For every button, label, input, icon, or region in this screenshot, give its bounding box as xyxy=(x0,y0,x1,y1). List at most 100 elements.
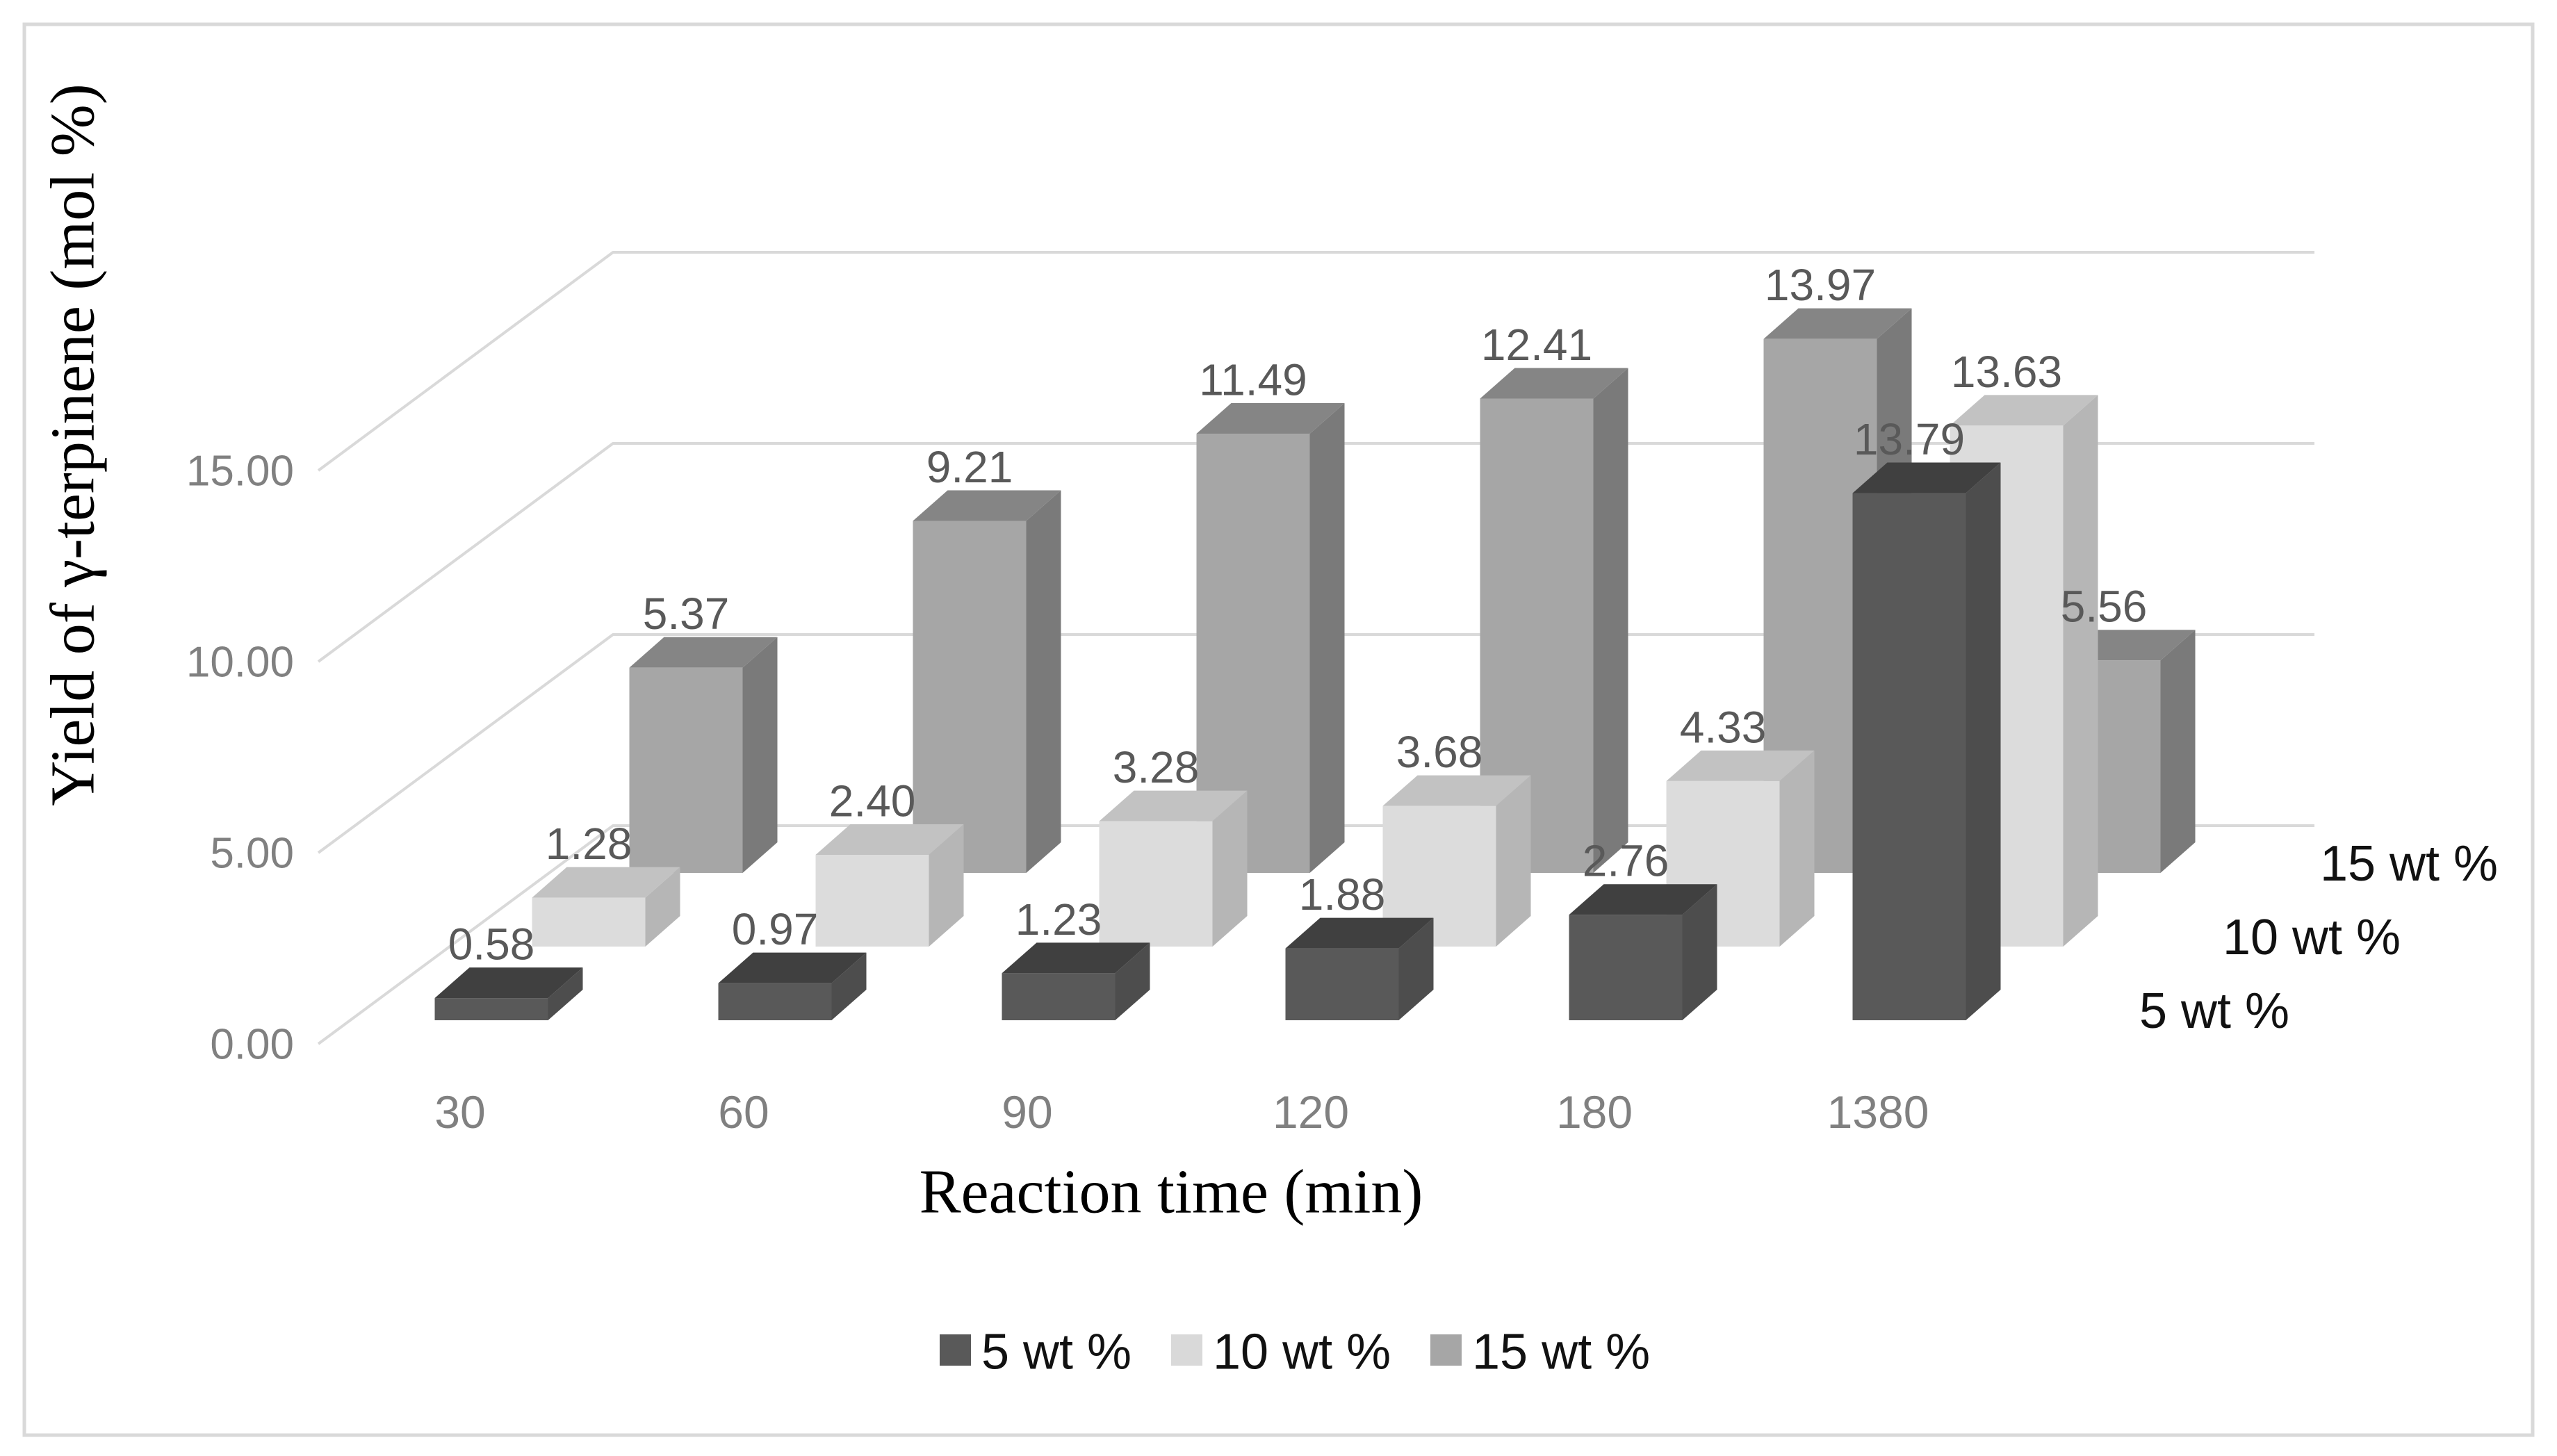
bar xyxy=(1285,917,1434,1020)
data-label: 1.28 xyxy=(546,819,632,869)
gridline xyxy=(317,251,2314,472)
bar xyxy=(815,824,964,947)
y-axis-title: Yield of γ-terpinene (mol %) xyxy=(39,83,108,805)
bar xyxy=(1002,942,1150,1020)
data-label: 12.41 xyxy=(1481,320,1592,370)
y-tick-label: 5.00 xyxy=(210,830,294,878)
bar-side-face xyxy=(645,867,680,947)
x-category-label: 180 xyxy=(1556,1086,1633,1138)
bar-top-face xyxy=(434,967,583,999)
depth-axis-label: 15 wt % xyxy=(2320,836,2498,892)
bar-side-face xyxy=(548,967,583,1020)
bar-front-face xyxy=(1002,973,1116,1020)
bar-top-face xyxy=(1099,790,1248,821)
bar xyxy=(1852,462,2001,1020)
bar-side-face xyxy=(2063,395,2098,947)
bar-top-face xyxy=(1002,942,1150,974)
bar-side-face xyxy=(1496,775,1531,947)
data-label: 13.63 xyxy=(1951,347,2062,397)
bar-front-face xyxy=(913,521,1027,873)
bar-side-face xyxy=(742,637,778,873)
legend-label: 5 wt % xyxy=(981,1325,1132,1380)
depth-axis-label: 10 wt % xyxy=(2223,910,2401,965)
bar-side-face xyxy=(831,952,867,1020)
data-label: 0.58 xyxy=(448,919,535,970)
legend-label: 10 wt % xyxy=(1213,1325,1391,1380)
gridline xyxy=(317,633,2314,854)
data-label: 5.37 xyxy=(643,589,730,639)
bar-top-face xyxy=(718,952,867,983)
bar-front-face xyxy=(1852,493,1966,1020)
data-label: 2.76 xyxy=(1583,836,1669,886)
data-label: 2.40 xyxy=(829,776,916,826)
y-tick-label: 0.00 xyxy=(210,1021,294,1069)
bar-side-face xyxy=(1115,942,1150,1020)
bar xyxy=(1099,790,1248,947)
bars-layer xyxy=(434,308,2196,1020)
bar-top-face xyxy=(1569,884,1717,915)
x-category-label: 60 xyxy=(718,1086,769,1138)
bar-top-face xyxy=(913,490,1061,521)
data-labels-layer: 5.37 9.21 11.49 12.41 13.97 5.56 1.28 2.40 3.28 3… xyxy=(448,260,2148,969)
bar-top-face xyxy=(629,637,778,668)
bar xyxy=(1569,884,1717,1020)
x-category-label: 120 xyxy=(1273,1086,1349,1138)
legend-item: 5 wt % xyxy=(940,1325,1132,1380)
legend-label: 15 wt % xyxy=(1472,1325,1650,1380)
legend-item: 10 wt % xyxy=(1171,1325,1391,1380)
x-axis-title: Reaction time (min) xyxy=(920,1158,1423,1227)
bar-top-face xyxy=(1196,403,1345,434)
data-label: 5.56 xyxy=(2061,582,2148,632)
bar-side-face xyxy=(2160,630,2196,873)
data-label: 13.97 xyxy=(1765,260,1876,310)
legend-item: 15 wt % xyxy=(1430,1325,1650,1380)
bar-front-face xyxy=(1569,915,1683,1020)
bar-top-face xyxy=(532,867,680,898)
bar-front-face xyxy=(434,998,548,1020)
bar-side-face xyxy=(1398,917,1434,1020)
x-category-label: 30 xyxy=(434,1086,485,1138)
bar-side-face xyxy=(1593,368,1628,873)
bar xyxy=(913,490,1061,873)
bar-front-face xyxy=(629,667,743,873)
bar-top-face xyxy=(1666,750,1815,781)
y-tick-label: 10.00 xyxy=(186,639,294,687)
data-label: 1.23 xyxy=(1015,894,1102,944)
bar-side-face xyxy=(1779,750,1815,947)
figure-border xyxy=(22,22,2535,1437)
data-label: 1.88 xyxy=(1299,869,1386,919)
x-category-label: 90 xyxy=(1002,1086,1052,1138)
bar-side-face xyxy=(1026,490,1061,873)
bar xyxy=(629,637,778,873)
legend-swatch xyxy=(1430,1334,1462,1366)
bar-side-face xyxy=(929,824,964,947)
data-label: 13.79 xyxy=(1854,414,1965,464)
bar-top-face xyxy=(1480,368,1628,399)
legend-swatch xyxy=(940,1334,971,1366)
data-label: 3.28 xyxy=(1113,742,1200,792)
data-label: 9.21 xyxy=(926,442,1013,492)
bar xyxy=(1382,775,1531,947)
bar-front-face xyxy=(532,897,646,947)
bar xyxy=(434,967,583,1020)
legend-swatch xyxy=(1171,1334,1202,1366)
bar-top-face xyxy=(1852,462,2001,493)
bar-top-face xyxy=(815,824,964,855)
data-label: 0.97 xyxy=(732,904,819,954)
bar-top-face xyxy=(1763,308,1912,339)
y-tick-label: 15.00 xyxy=(186,448,294,496)
bar-top-face xyxy=(1382,775,1531,806)
bar-front-face xyxy=(718,983,832,1020)
bar-side-face xyxy=(1682,884,1717,1020)
bar-front-face xyxy=(1099,821,1213,947)
legend: 5 wt % 10 wt % 15 wt % xyxy=(940,1325,1650,1380)
depth-axis-label: 5 wt % xyxy=(2139,983,2289,1039)
bar-front-face xyxy=(815,855,929,947)
axis-labels-layer: 0.00 5.00 10.00 15.00 30 60 90 120 180 1380 5 wt %… xyxy=(186,448,2498,1138)
bar-top-face xyxy=(1285,917,1434,949)
data-label: 3.68 xyxy=(1396,727,1483,777)
x-category-label: 1380 xyxy=(1827,1086,1929,1138)
bar xyxy=(1196,403,1345,873)
